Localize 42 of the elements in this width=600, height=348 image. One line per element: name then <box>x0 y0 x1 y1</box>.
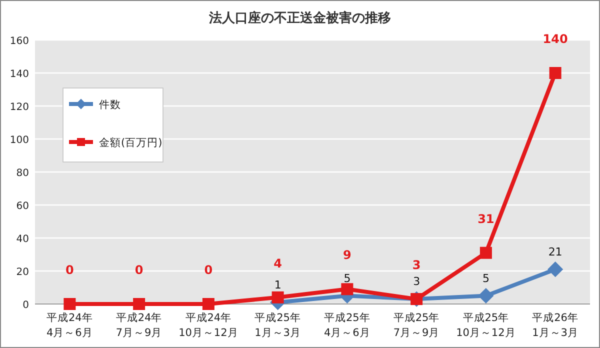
point <box>480 246 492 259</box>
chart-title: 法人口座の不正送金被害の推移 <box>208 10 391 26</box>
data-label: 3 <box>412 258 421 272</box>
legend-label: 件数 <box>99 99 121 111</box>
y-tick-label: 80 <box>16 168 29 179</box>
point <box>202 298 214 310</box>
point <box>341 283 354 296</box>
point <box>549 67 562 79</box>
point <box>133 298 146 310</box>
y-tick-label: 0 <box>22 300 29 311</box>
y-tick-label: 40 <box>16 234 29 245</box>
data-label: 5 <box>482 272 490 285</box>
y-tick-label: 120 <box>10 102 29 113</box>
x-tick-label: 平成24年 7月～9月 <box>116 311 162 339</box>
data-label: 5 <box>344 272 351 285</box>
data-label: 0 <box>134 263 144 277</box>
data-label: 0 <box>204 263 213 277</box>
data-label: 140 <box>542 32 568 46</box>
point <box>548 262 564 278</box>
data-label: 31 <box>478 212 494 226</box>
x-tick-label: 平成25年 4月～6月 <box>324 311 370 339</box>
data-label: 21 <box>548 245 562 258</box>
data-label: 3 <box>413 275 420 288</box>
point <box>64 298 76 310</box>
y-tick-label: 160 <box>10 36 29 47</box>
x-tick-label: 平成24年 10月～12月 <box>178 311 238 339</box>
data-label: 4 <box>274 256 282 270</box>
data-label: 9 <box>343 248 352 262</box>
data-label: 0 <box>66 263 74 277</box>
point <box>478 288 494 304</box>
x-tick-label: 平成26年 1月～3月 <box>532 311 578 339</box>
x-tick-label: 平成25年 10月～12月 <box>456 311 516 339</box>
x-tick-label: 平成24年 4月～6月 <box>46 311 93 339</box>
legend-label: 金額(百万円) <box>99 136 162 149</box>
y-tick-label: 100 <box>10 135 29 146</box>
x-tick-label: 平成25年 1月～3月 <box>254 311 301 339</box>
data-label: 1 <box>274 278 282 292</box>
y-tick-label: 20 <box>16 267 29 278</box>
y-tick-label: 60 <box>16 201 29 212</box>
x-tick-label: 平成25年 7月～9月 <box>393 311 440 339</box>
y-tick-label: 140 <box>10 69 29 80</box>
point <box>272 291 284 304</box>
